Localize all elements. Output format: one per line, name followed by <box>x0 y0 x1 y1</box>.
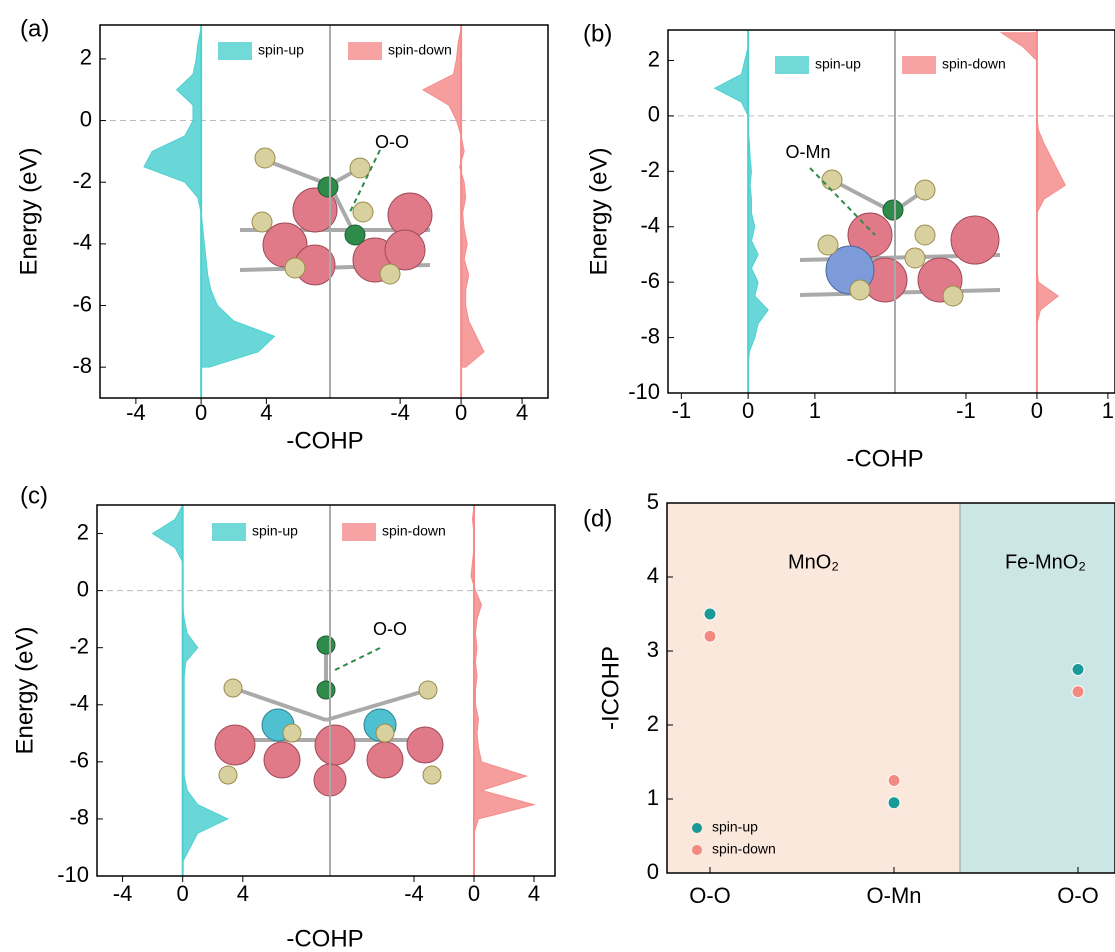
x-tick-label: 0 <box>742 398 754 423</box>
region-label: MnO₂ <box>788 551 839 573</box>
x-tick-label: 4 <box>260 400 272 425</box>
panel-label: (c) <box>20 482 48 509</box>
x-tick-label: 0 <box>455 400 467 425</box>
y-tick-label: -8 <box>69 805 89 830</box>
x-tick-label: 0 <box>1031 398 1043 423</box>
point <box>1072 686 1084 698</box>
legend-marker <box>692 823 702 833</box>
x-tick-label: -4 <box>390 400 410 425</box>
x-tick-label: 4 <box>237 881 249 906</box>
point <box>888 775 900 787</box>
x-tick-label: -4 <box>113 881 133 906</box>
legend-label: spin-down <box>388 42 452 58</box>
legend-label: spin-down <box>942 56 1006 72</box>
y-tick-label: 0 <box>647 859 659 884</box>
x-tick-label: 4 <box>528 881 540 906</box>
legend-label: spin-up <box>258 42 304 58</box>
point <box>704 630 716 642</box>
region-label: Fe-MnO₂ <box>1005 551 1086 573</box>
y-tick-label: -2 <box>640 157 660 182</box>
inset-structure-b <box>800 168 1000 306</box>
y-tick-label: 4 <box>647 563 659 588</box>
x-tick-label: -4 <box>126 400 146 425</box>
y-tick-label: 5 <box>647 489 659 514</box>
x-tick-label: 0 <box>177 881 189 906</box>
y-tick-label: -6 <box>72 291 92 316</box>
legend-swatch <box>218 42 252 60</box>
y-tick-label: 3 <box>647 637 659 662</box>
y-axis-label: Energy (eV) <box>585 147 612 275</box>
x-tick-label: O-O <box>1057 883 1099 908</box>
cohp-area <box>423 28 484 367</box>
legend-swatch <box>212 523 246 541</box>
cohp-area <box>144 28 274 367</box>
y-tick-label: 0 <box>80 106 92 131</box>
x-axis-label: -COHP <box>286 925 363 952</box>
x-tick-label: 1 <box>1102 398 1114 423</box>
legend-swatch <box>902 56 936 74</box>
legend-swatch <box>775 56 809 74</box>
legend-swatch <box>342 523 376 541</box>
y-tick-label: 0 <box>648 102 660 127</box>
inset-structure-a <box>240 148 432 285</box>
legend-swatch <box>348 42 382 60</box>
y-axis-label: -ICOHP <box>597 646 624 730</box>
x-tick-label: 0 <box>195 400 207 425</box>
y-tick-label: -4 <box>69 691 89 716</box>
x-tick-label: -4 <box>404 881 424 906</box>
cohp-area <box>1001 33 1065 393</box>
x-axis-label: -COHP <box>846 445 923 472</box>
y-tick-label: -6 <box>640 268 660 293</box>
panel-label: (a) <box>20 15 49 42</box>
y-tick-label: 2 <box>647 711 659 736</box>
x-tick-label: 1 <box>809 398 821 423</box>
legend-label: spin-down <box>382 523 446 539</box>
y-tick-label: -8 <box>72 353 92 378</box>
y-tick-label: -2 <box>69 634 89 659</box>
x-tick-label: -1 <box>672 398 692 423</box>
y-axis-label: Energy (eV) <box>11 626 38 754</box>
y-tick-label: 2 <box>77 519 89 544</box>
y-tick-label: -4 <box>72 230 92 255</box>
y-tick-label: -10 <box>628 379 660 404</box>
y-tick-label: 0 <box>77 576 89 601</box>
legend-marker <box>692 845 702 855</box>
annotation: O-O <box>373 619 407 639</box>
y-tick-label: -4 <box>640 213 660 238</box>
x-tick-label: O-O <box>689 883 731 908</box>
point <box>704 608 716 620</box>
y-tick-label: -6 <box>69 748 89 773</box>
annotation: O-O <box>375 132 409 152</box>
y-tick-label: 2 <box>648 46 660 71</box>
legend-label: spin-up <box>252 523 298 539</box>
y-axis-label: Energy (eV) <box>15 147 42 275</box>
cohp-area <box>153 505 228 876</box>
x-tick-label: 4 <box>516 400 528 425</box>
panel-label: (d) <box>583 505 612 532</box>
cohp-area <box>715 33 768 393</box>
x-tick-label: O-Mn <box>867 883 922 908</box>
legend-label: spin-up <box>815 56 861 72</box>
y-tick-label: -8 <box>640 323 660 348</box>
y-tick-label: 2 <box>80 45 92 70</box>
point <box>1072 664 1084 676</box>
legend-label: spin-down <box>712 841 776 857</box>
legend-label: spin-up <box>712 819 758 835</box>
annotation: O-Mn <box>786 142 831 162</box>
figure: -4 0 4 spin-up -4 0 4 spin-down O-O -COHP -8 -6 -4 -2… <box>0 0 1115 952</box>
point <box>888 797 900 809</box>
x-axis-label: -COHP <box>286 427 363 454</box>
y-tick-label: 1 <box>647 785 659 810</box>
x-tick-label: 0 <box>468 881 480 906</box>
y-tick-label: -10 <box>57 862 89 887</box>
panel-label: (b) <box>583 20 612 47</box>
x-tick-label: -1 <box>956 398 976 423</box>
cohp-area <box>471 505 534 876</box>
y-tick-label: -2 <box>72 168 92 193</box>
